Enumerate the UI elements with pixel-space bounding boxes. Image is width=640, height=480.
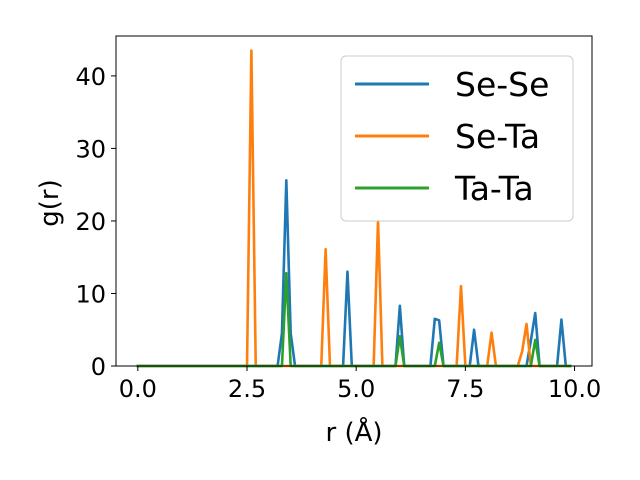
y-tick-label: 40: [75, 63, 106, 91]
y-axis-label: g(r): [35, 179, 65, 226]
y-tick-label: 30: [75, 135, 106, 163]
legend-label-se-ta: Se-Ta: [455, 117, 540, 156]
series-line-se-se: [136, 179, 572, 368]
x-tick-label: 0.0: [119, 375, 157, 403]
y-axis-ticks: 0 10 20 30 40: [75, 63, 116, 381]
x-axis-label: r (Å): [325, 416, 382, 448]
y-tick-label: 20: [75, 208, 106, 236]
x-axis-ticks: 0.0 2.5 5.0 7.5 10.0: [119, 366, 601, 403]
plot-area-frame: [115, 35, 593, 367]
x-tick-label: 2.5: [228, 375, 266, 403]
x-tick-label: 5.0: [337, 375, 375, 403]
legend-frame: [340, 55, 574, 222]
legend-label-ta-ta: Ta-Ta: [454, 169, 534, 208]
y-tick-label: 0: [91, 353, 106, 381]
legend: Se-Se Se-Ta Ta-Ta: [340, 55, 574, 222]
y-tick-label: 10: [75, 280, 106, 308]
x-tick-label: 7.5: [446, 375, 484, 403]
x-tick-label: 10.0: [548, 375, 601, 403]
legend-label-se-se: Se-Se: [455, 65, 549, 104]
